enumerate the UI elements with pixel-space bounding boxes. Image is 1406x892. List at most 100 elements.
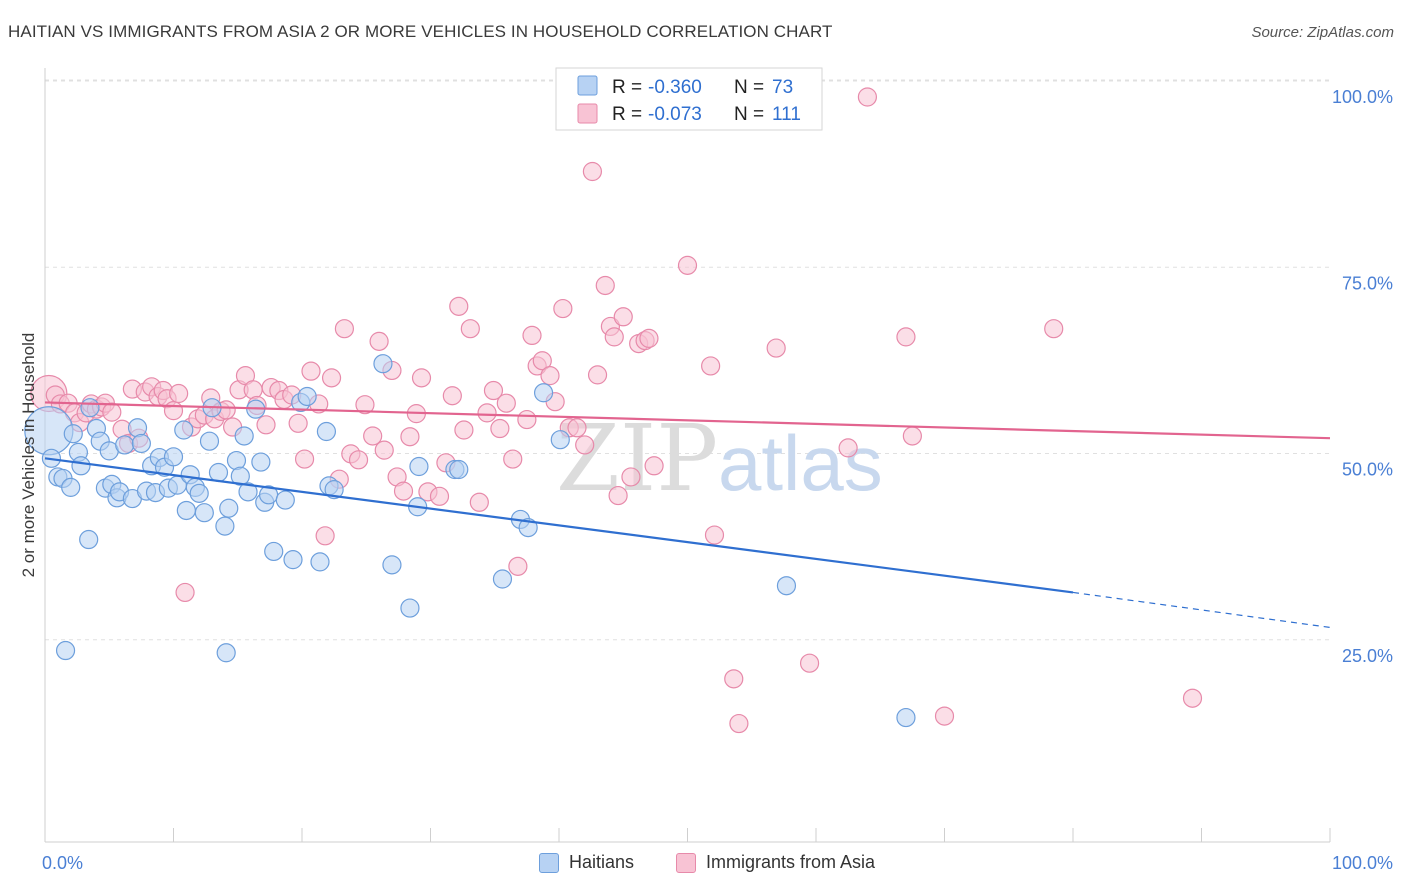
stats-legend: R = -0.360 N = 73 R = -0.073 N = 111 [555,67,823,131]
legend-item-asia[interactable]: Immigrants from Asia [676,852,875,873]
haitians-point-35 [199,431,220,451]
asia-point-99 [704,525,725,545]
haitians-point-30 [176,500,196,521]
asia-point-75 [517,409,537,430]
asia-point-42 [294,449,315,469]
y-tick-label-100: 100.0% [1332,87,1393,107]
asia-point-84 [575,435,595,455]
haitians-point-67 [533,383,554,403]
haitians-point-56 [324,480,344,500]
asia-point-36 [256,415,276,435]
gridlines [45,79,1330,641]
legend-r-value-asia: -0.073 [648,104,702,125]
asia-point-45 [315,526,335,546]
haitians-point-42 [234,426,254,446]
haitians-point-71 [776,576,797,596]
haitians-point-7 [71,456,91,476]
haitians-trend-line [44,457,1074,594]
haitians-point-63 [449,459,469,480]
legend-label-haitians: Haitians [569,852,635,872]
haitians-point-52 [297,386,317,407]
x-tick-label-min: 0.0% [42,853,83,873]
asia-point-53 [369,331,389,351]
asia-point-89 [604,327,624,347]
chart-title: HAITIAN VS IMMIGRANTS FROM ASIA 2 OR MOR… [8,22,833,41]
asia-point-71 [490,418,510,439]
asia-point-62 [429,486,450,506]
haitians-point-50 [283,550,303,570]
series-immigrants-from-asia [30,87,1203,734]
legend-n-label-haitians: N = [734,77,764,98]
haitians-point-40 [226,450,247,471]
asia-point-108 [902,426,922,446]
asia-point-65 [449,296,469,316]
haitians-point-49 [275,490,295,510]
asia-point-67 [460,319,480,339]
bottom-legend: Haitians Immigrants from Asia [0,852,1406,878]
haitians-point-27 [163,447,184,467]
legend-r-label-haitians: R = [612,77,642,98]
trend-lines [44,401,1331,629]
asia-point-66 [454,420,474,440]
legend-n-value-asia: 111 [772,104,801,125]
legend-swatch-asia [577,103,598,124]
haitians-point-69 [55,640,76,661]
haitians-point-19 [127,418,148,438]
tick-labels: 25.0% 50.0% 75.0% 100.0% 0.0% 100.0% [42,87,1393,873]
asia-point-51 [355,395,375,415]
haitians-point-58 [382,555,402,575]
asia-point-100 [724,669,744,689]
asia-point-87 [595,275,615,296]
legend-swatch-haitians-bottom [539,852,559,873]
haitians-point-48 [264,541,284,562]
haitians-point-17 [115,435,135,455]
haitians-point-53 [310,552,330,572]
asia-point-48 [334,319,355,339]
haitians-point-43 [238,482,258,502]
asia-point-76 [522,325,542,345]
legend-r-label-asia: R = [612,104,642,125]
y-axis-label: 2 or more Vehicles in Household [19,333,38,578]
asia-point-91 [613,307,633,327]
asia-point-72 [496,393,516,413]
asia-point-43 [301,361,321,381]
legend-n-label-asia: N = [734,104,764,125]
asia-point-64 [442,386,462,406]
legend-item-haitians[interactable]: Haitians [539,852,634,873]
legend-label-asia: Immigrants from Asia [706,852,876,872]
source-label: Source: ZipAtlas.com [1251,24,1394,41]
legend-n-value-haitians: 73 [772,77,793,98]
haitians-point-38 [215,516,235,536]
haitians-point-68 [550,430,570,450]
asia-point-34 [243,380,263,400]
asia-point-78 [532,351,552,371]
haitians-point-41 [230,466,250,486]
haitians-point-72 [896,707,916,728]
asia-point-46 [321,368,342,388]
asia-point-54 [374,440,394,460]
watermark-atlas: atlas [718,419,883,507]
haitians-point-59 [400,598,420,618]
asia-point-41 [288,413,308,433]
asia-point-11 [102,402,122,422]
asia-point-97 [677,255,698,275]
haitians-point-66 [518,518,538,538]
asia-point-79 [540,366,560,386]
asia-point-110 [1044,319,1064,339]
stats-legend-frame [555,67,823,131]
haitians-point-37 [208,462,229,483]
haitians-point-9 [80,398,100,418]
haitians-point-61 [409,456,429,477]
x-tick-label-max: 100.0% [1332,853,1393,873]
asia-point-22 [169,383,189,404]
asia-point-107 [896,327,916,347]
haitians-point-20 [131,433,151,454]
legend-swatch-asia-bottom [676,852,696,873]
asia-point-86 [587,365,608,385]
asia-point-21 [163,401,184,421]
haitians-point-70 [216,643,236,663]
y-tick-label-75: 75.0% [1342,273,1393,293]
asia-trend-line [44,401,1331,440]
haitians-point-45 [251,452,271,472]
